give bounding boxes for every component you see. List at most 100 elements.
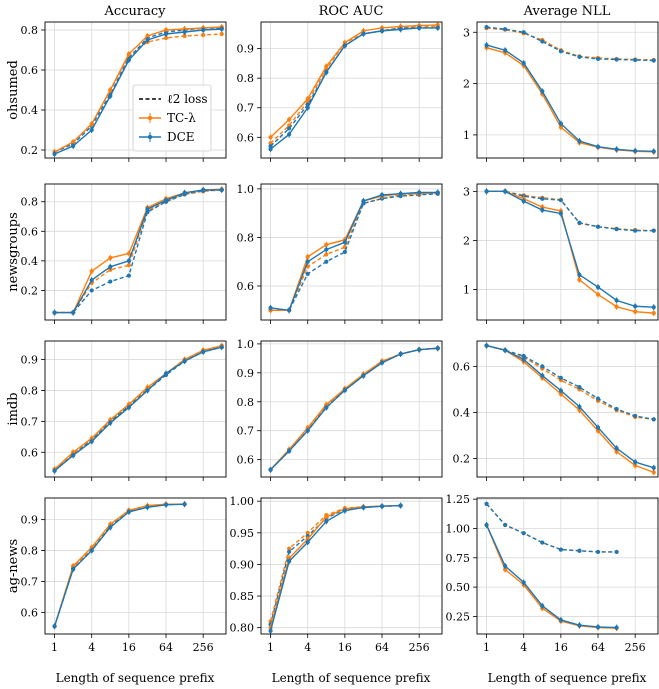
data-point-dce <box>614 625 619 630</box>
series-group <box>268 189 440 314</box>
data-point-dce-2-loss <box>503 522 508 528</box>
series-line-dce <box>269 504 401 632</box>
panels: 0.20.40.60.80.60.70.80.91230.20.40.60.80… <box>21 21 659 654</box>
y-tick-label: 0.9 <box>21 514 39 527</box>
data-point-dce <box>398 503 403 508</box>
x-tick-label: 4 <box>520 641 527 654</box>
data-point-tc <box>163 27 169 33</box>
data-point-dce <box>435 190 440 195</box>
data-point-dce <box>52 310 57 315</box>
data-point-dce <box>201 27 206 33</box>
series-line-dce <box>486 344 654 469</box>
data-point-dce-2-loss <box>287 126 292 131</box>
y-tick-label: 2 <box>463 234 470 247</box>
x-tick-label: 256 <box>409 641 430 654</box>
axes-frame <box>44 497 227 635</box>
row-label-ag-news: ag-news <box>6 539 21 593</box>
legend-dce-label: DCE <box>167 130 195 144</box>
data-point-dce <box>324 519 329 524</box>
data-point-tc <box>577 408 582 413</box>
series-line-dce <box>54 189 222 314</box>
data-point-dce <box>71 143 76 149</box>
data-point-dce <box>503 348 508 353</box>
data-point-dce <box>52 151 57 157</box>
panel-newsgroups-roc-auc: 0.6 0.8 1.0 <box>237 183 443 324</box>
x-tick-label: 4 <box>88 641 95 654</box>
data-point-dce <box>126 57 131 63</box>
y-tick-label: 0.85 <box>230 590 255 603</box>
y-tick-label: 0.6 <box>21 225 39 238</box>
data-point-tc <box>324 242 329 247</box>
series-line-tc <box>270 24 438 138</box>
panel-imdb-roc-auc: 0.6 0.7 0.8 0.9 1.0 <box>237 338 443 481</box>
y-tick-label: 0.25 <box>446 610 471 623</box>
series-line-dce <box>485 524 617 629</box>
data-point-dce <box>595 144 601 149</box>
data-point-dce <box>324 247 329 252</box>
data-point-dce <box>540 207 545 213</box>
row-label-ohsumed: ohsumed <box>6 60 21 120</box>
data-point-dce <box>305 428 310 433</box>
data-point-dce <box>182 502 187 507</box>
panel-imdb-accuracy: 0.6 0.7 0.8 0.9 <box>21 340 227 481</box>
data-point-dce <box>361 373 366 378</box>
y-tick-label: 0.8 <box>237 72 255 85</box>
panel-ag-news-roc-auc: 0.80 0.85 0.90 0.95 1.00 1 4 16 64 256 <box>230 495 443 654</box>
data-point-tc <box>614 304 619 309</box>
data-point-tc-2-loss <box>324 252 329 257</box>
data-point-tc <box>595 292 601 297</box>
y-tick-label: 0.6 <box>237 131 255 144</box>
data-point-dce-2-loss <box>651 417 656 422</box>
plot-area <box>261 22 442 158</box>
plot-area <box>261 341 442 477</box>
data-point-dce <box>268 305 273 310</box>
plot-area <box>261 498 442 634</box>
data-point-dce <box>379 192 385 198</box>
axes-frame <box>260 340 443 478</box>
data-point-dce-2-loss <box>651 58 656 63</box>
data-point-dce <box>71 453 76 458</box>
series-line-tc-2-loss <box>270 25 438 144</box>
data-point-dce-2-loss <box>577 220 582 225</box>
data-point-dce-2-loss <box>595 224 601 229</box>
data-point-dce-2-loss <box>558 49 563 54</box>
series-line-tc-2-loss <box>54 346 222 470</box>
data-point-dce-2-loss <box>614 57 619 62</box>
data-point-dce <box>287 448 292 454</box>
data-point-tc-2-loss <box>201 32 206 38</box>
data-point-tc <box>558 125 563 130</box>
data-point-dce <box>182 358 187 364</box>
y-tick-label: 1 <box>463 284 470 297</box>
data-point-dce <box>614 147 619 152</box>
x-tick-label: 64 <box>159 641 173 654</box>
data-point-dce <box>89 439 94 444</box>
data-point-dce-2-loss <box>614 227 619 232</box>
data-point-dce-2-loss <box>651 228 656 233</box>
data-point-dce <box>558 388 563 393</box>
series-line-dce <box>54 346 222 472</box>
y-tick-label: 0.80 <box>230 622 255 635</box>
data-point-tc-2-loss <box>219 31 224 37</box>
data-point-dce <box>219 187 224 193</box>
data-point-dce <box>201 187 206 193</box>
data-point-dce <box>417 25 422 31</box>
data-point-dce-2-loss <box>633 413 638 419</box>
data-point-dce <box>268 628 273 633</box>
data-point-dce <box>287 132 292 137</box>
y-tick-label: 0.6 <box>453 360 471 373</box>
data-point-dce <box>633 148 638 153</box>
data-point-tc <box>577 277 582 282</box>
data-point-tc-2-loss <box>287 546 292 551</box>
col-title-accuracy: Accuracy <box>104 4 167 19</box>
data-point-dce <box>521 357 526 362</box>
data-point-dce <box>108 420 113 426</box>
data-point-tc <box>108 417 113 422</box>
y-tick-label: 0.2 <box>453 453 471 466</box>
series-line-dce-2-loss <box>486 344 654 421</box>
data-point-dce <box>595 285 601 290</box>
axes-frame <box>260 497 443 635</box>
data-point-tc <box>145 33 150 39</box>
y-tick-label: 0.4 <box>21 104 39 117</box>
series-group <box>268 502 403 634</box>
y-tick-label: 1.0 <box>237 183 255 196</box>
